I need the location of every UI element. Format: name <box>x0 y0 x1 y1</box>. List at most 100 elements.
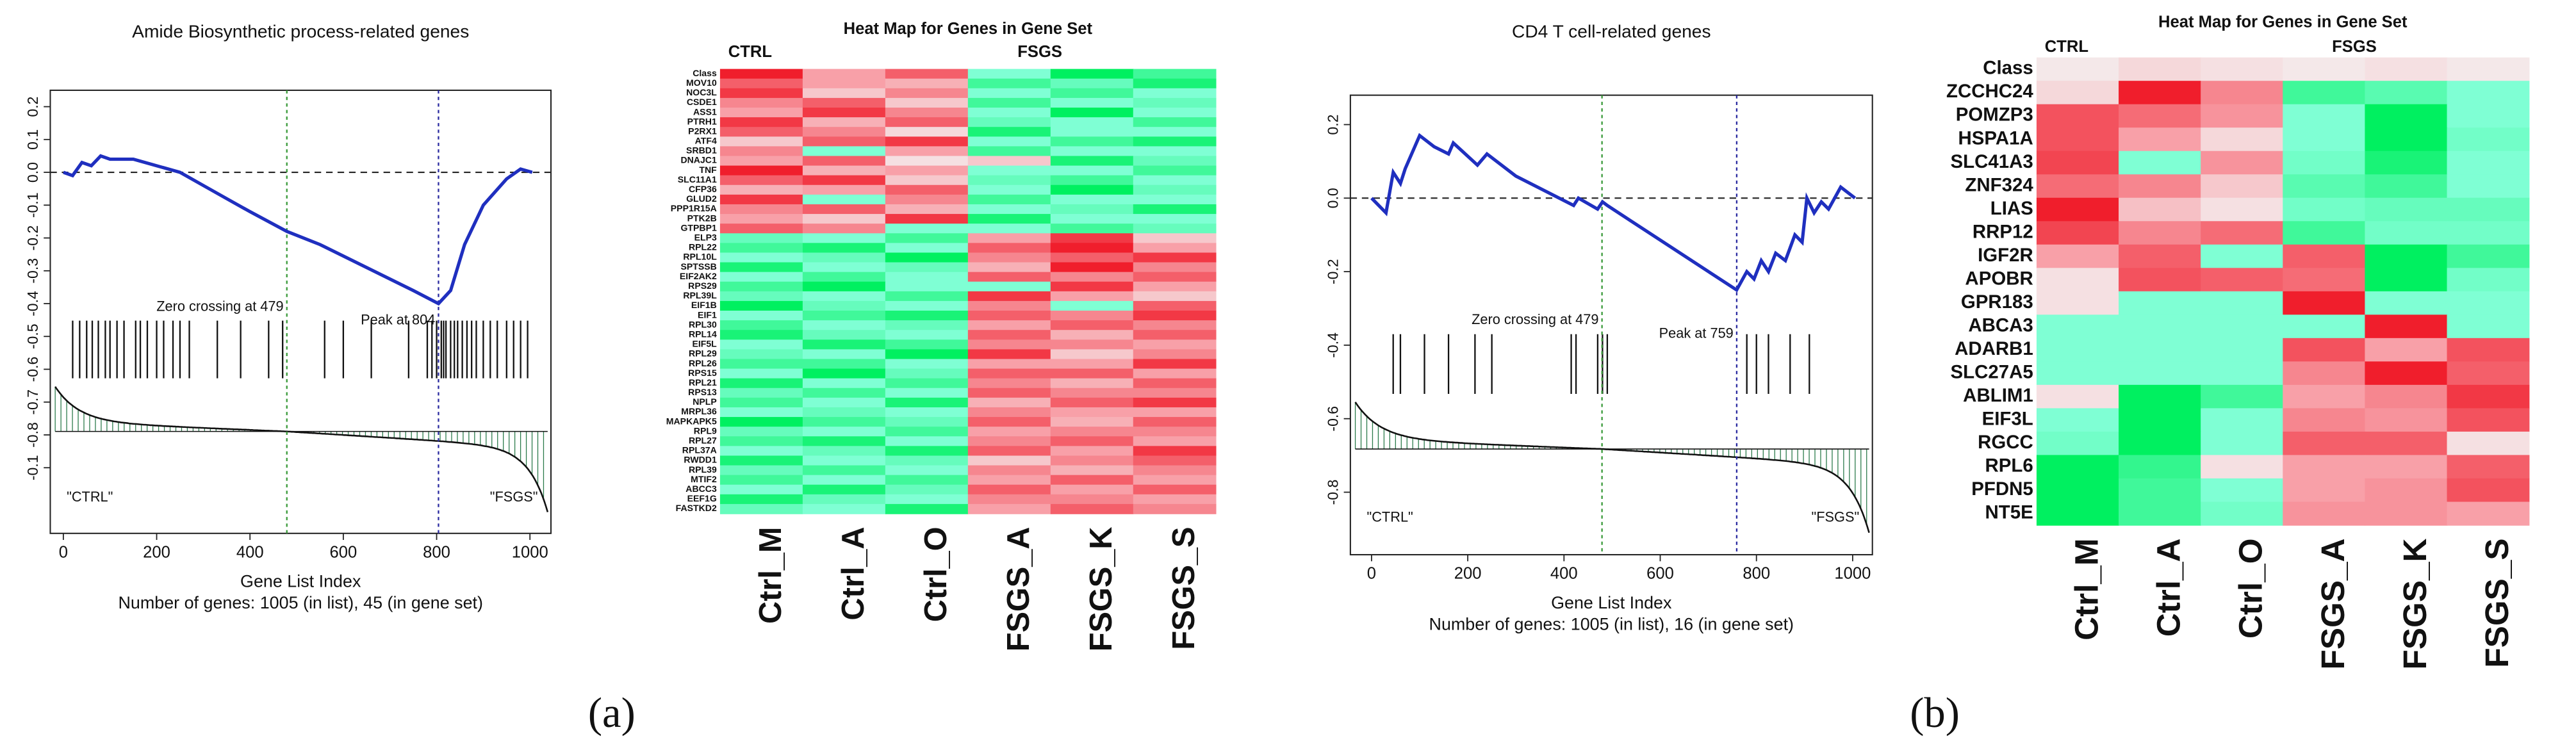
heat-cell <box>719 407 803 418</box>
heat-cell <box>2283 81 2366 105</box>
annotation: Zero crossing at 479 <box>1472 311 1598 327</box>
heat-cell <box>2283 127 2366 152</box>
heat-cell <box>2036 174 2119 199</box>
heat-cell <box>885 224 969 234</box>
heat-cell <box>719 184 803 195</box>
row-label: RPS15 <box>688 368 717 378</box>
heat-cell <box>2365 127 2448 152</box>
row-label: GLUD2 <box>686 193 717 204</box>
heat-cell <box>2283 501 2366 526</box>
column-label: FSGS_S <box>1167 527 1201 650</box>
heat-cell <box>719 117 803 127</box>
heat-cell <box>802 272 886 282</box>
column-label: Ctrl_M <box>2068 538 2104 640</box>
row-label: MAPKAPK5 <box>666 416 717 426</box>
y-tick-label: -0.6 <box>24 357 41 382</box>
heat-cell <box>1050 484 1134 495</box>
heat-cell <box>2365 384 2448 409</box>
row-label: HSPA1A <box>1958 127 2033 149</box>
heat-cell <box>2119 314 2201 339</box>
column-label: Ctrl_A <box>2151 538 2187 637</box>
y-tick-label: -0.4 <box>1324 332 1341 358</box>
heat-cell <box>2119 81 2201 105</box>
row-label: ABCA3 <box>1968 314 2033 336</box>
heat-cell <box>719 349 803 360</box>
row-label: CFP36 <box>689 184 717 194</box>
heat-cell <box>1050 224 1134 234</box>
heat-cell <box>1133 175 1217 186</box>
heat-cell <box>2036 197 2119 222</box>
heat-cell <box>2365 268 2448 292</box>
row-label: RPL22 <box>689 242 717 252</box>
heat-cell <box>967 281 1051 292</box>
heat-cell <box>2365 221 2448 245</box>
heat-cell <box>1050 378 1134 389</box>
row-label: P2RX1 <box>688 126 717 136</box>
heat-cell <box>885 69 969 79</box>
heat-cell <box>2119 455 2201 479</box>
heat-cell <box>2283 151 2366 175</box>
heat-cell <box>1050 165 1134 176</box>
heat-cell <box>885 262 969 273</box>
heat-cell <box>1050 407 1134 418</box>
heat-cell <box>967 243 1051 254</box>
heat-cell <box>1050 194 1134 205</box>
heat-cell <box>2447 501 2530 526</box>
row-label: RPL26 <box>689 358 717 368</box>
heat-cell <box>2036 151 2119 175</box>
heat-cell <box>885 300 969 311</box>
metric-curve <box>54 386 549 512</box>
heat-cell <box>802 156 886 167</box>
row-label: RPL21 <box>689 377 717 387</box>
heat-cell <box>1133 194 1217 205</box>
heat-cell <box>1050 397 1134 408</box>
annotation: Zero crossing at 479 <box>156 298 283 314</box>
heat-cell <box>1050 427 1134 437</box>
heat-cell <box>885 417 969 427</box>
row-label: ATF4 <box>695 136 717 146</box>
heat-cell <box>967 417 1051 427</box>
heat-cell <box>2201 314 2284 339</box>
heat-cell <box>885 407 969 418</box>
heat-cell <box>967 455 1051 466</box>
heat-cell <box>967 69 1051 79</box>
heat-cell <box>802 484 886 495</box>
row-label: MTIF2 <box>691 474 717 484</box>
heat-cell <box>1133 233 1217 244</box>
heat-cell <box>802 417 886 427</box>
row-label: FASTKD2 <box>676 503 717 513</box>
heat-cell <box>1050 359 1134 370</box>
y-tick-label: -0.5 <box>24 323 41 349</box>
row-label: RPL29 <box>689 348 717 359</box>
heat-cell <box>1133 465 1217 476</box>
row-label: ELP3 <box>694 232 717 243</box>
heat-cell <box>885 503 969 514</box>
heat-cell <box>885 359 969 370</box>
heat-cell <box>1050 330 1134 341</box>
heat-cell <box>2201 81 2284 105</box>
y-tick-label: -0.3 <box>24 258 41 284</box>
heat-cell <box>885 146 969 157</box>
y-tick-label: -0.1 <box>24 455 41 480</box>
heat-cell <box>1133 252 1217 263</box>
heat-cell <box>802 233 886 244</box>
heat-cell <box>719 69 803 79</box>
heat-cell <box>2119 431 2201 456</box>
heat-cell <box>2447 57 2530 81</box>
heat-cell <box>885 484 969 495</box>
y-tick-label: -0.6 <box>1324 406 1341 432</box>
heat-cell <box>1133 224 1217 234</box>
heat-cell <box>1050 417 1134 427</box>
heat-cell <box>885 184 969 195</box>
heat-cell <box>1133 311 1217 321</box>
heat-cell <box>2201 244 2284 269</box>
heat-cell <box>1050 117 1134 127</box>
heat-cell <box>967 291 1051 302</box>
x-tick-label: 1000 <box>512 543 548 561</box>
heat-cell <box>967 368 1051 379</box>
heat-cell <box>1133 339 1217 350</box>
heat-cell <box>2283 174 2366 199</box>
heat-cell <box>2036 384 2119 409</box>
heat-cell <box>967 272 1051 282</box>
heat-cell <box>802 465 886 476</box>
